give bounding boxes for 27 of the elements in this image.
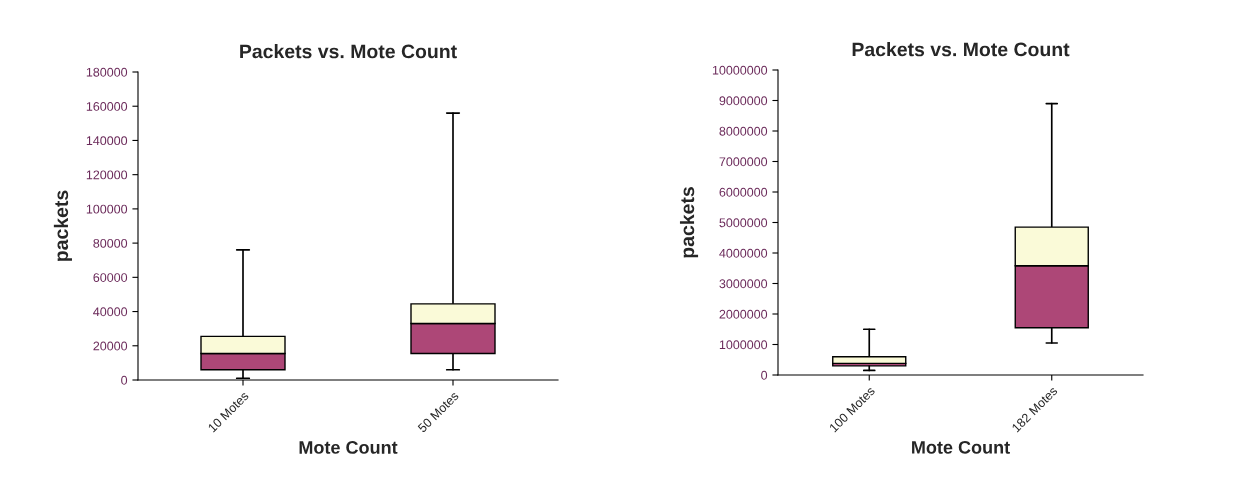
- y-tick-label: 60000: [93, 273, 128, 282]
- y-tick-label: 40000: [93, 307, 128, 317]
- y-tick-label: 2000000: [719, 309, 768, 319]
- y-tick-label: 4000000: [719, 248, 768, 258]
- x-axis-title: Mote Count: [299, 441, 398, 454]
- chart-title: Packets vs. Mote Count: [852, 42, 1070, 57]
- y-tick-label: 7000000: [719, 157, 768, 167]
- y-tick-label: 8000000: [719, 126, 768, 136]
- x-axis-title: Mote Count: [912, 440, 1010, 454]
- y-axis-title: packets: [679, 187, 699, 258]
- y-tick-label: 10000000: [712, 65, 768, 75]
- y-tick-label: 9000000: [719, 96, 768, 106]
- y-tick-label: 160000: [86, 102, 128, 111]
- chart-title: Packets vs. Mote Count: [240, 44, 457, 59]
- y-tick-label: 6000000: [719, 187, 768, 197]
- y-axis-title: packets: [53, 190, 72, 261]
- y-tick-label: 1000000: [719, 340, 768, 350]
- y-tick-label: 120000: [86, 170, 128, 180]
- y-tick-label: 3000000: [719, 279, 768, 289]
- y-tick-label: 140000: [86, 136, 128, 146]
- y-tick-label: 180000: [86, 67, 128, 77]
- y-tick-label: 0: [761, 370, 768, 380]
- y-tick-label: 80000: [93, 238, 128, 248]
- y-tick-label: 5000000: [719, 218, 768, 228]
- y-tick-label: 20000: [93, 341, 128, 351]
- y-tick-label: 100000: [86, 204, 128, 214]
- y-tick-label: 0: [121, 375, 128, 385]
